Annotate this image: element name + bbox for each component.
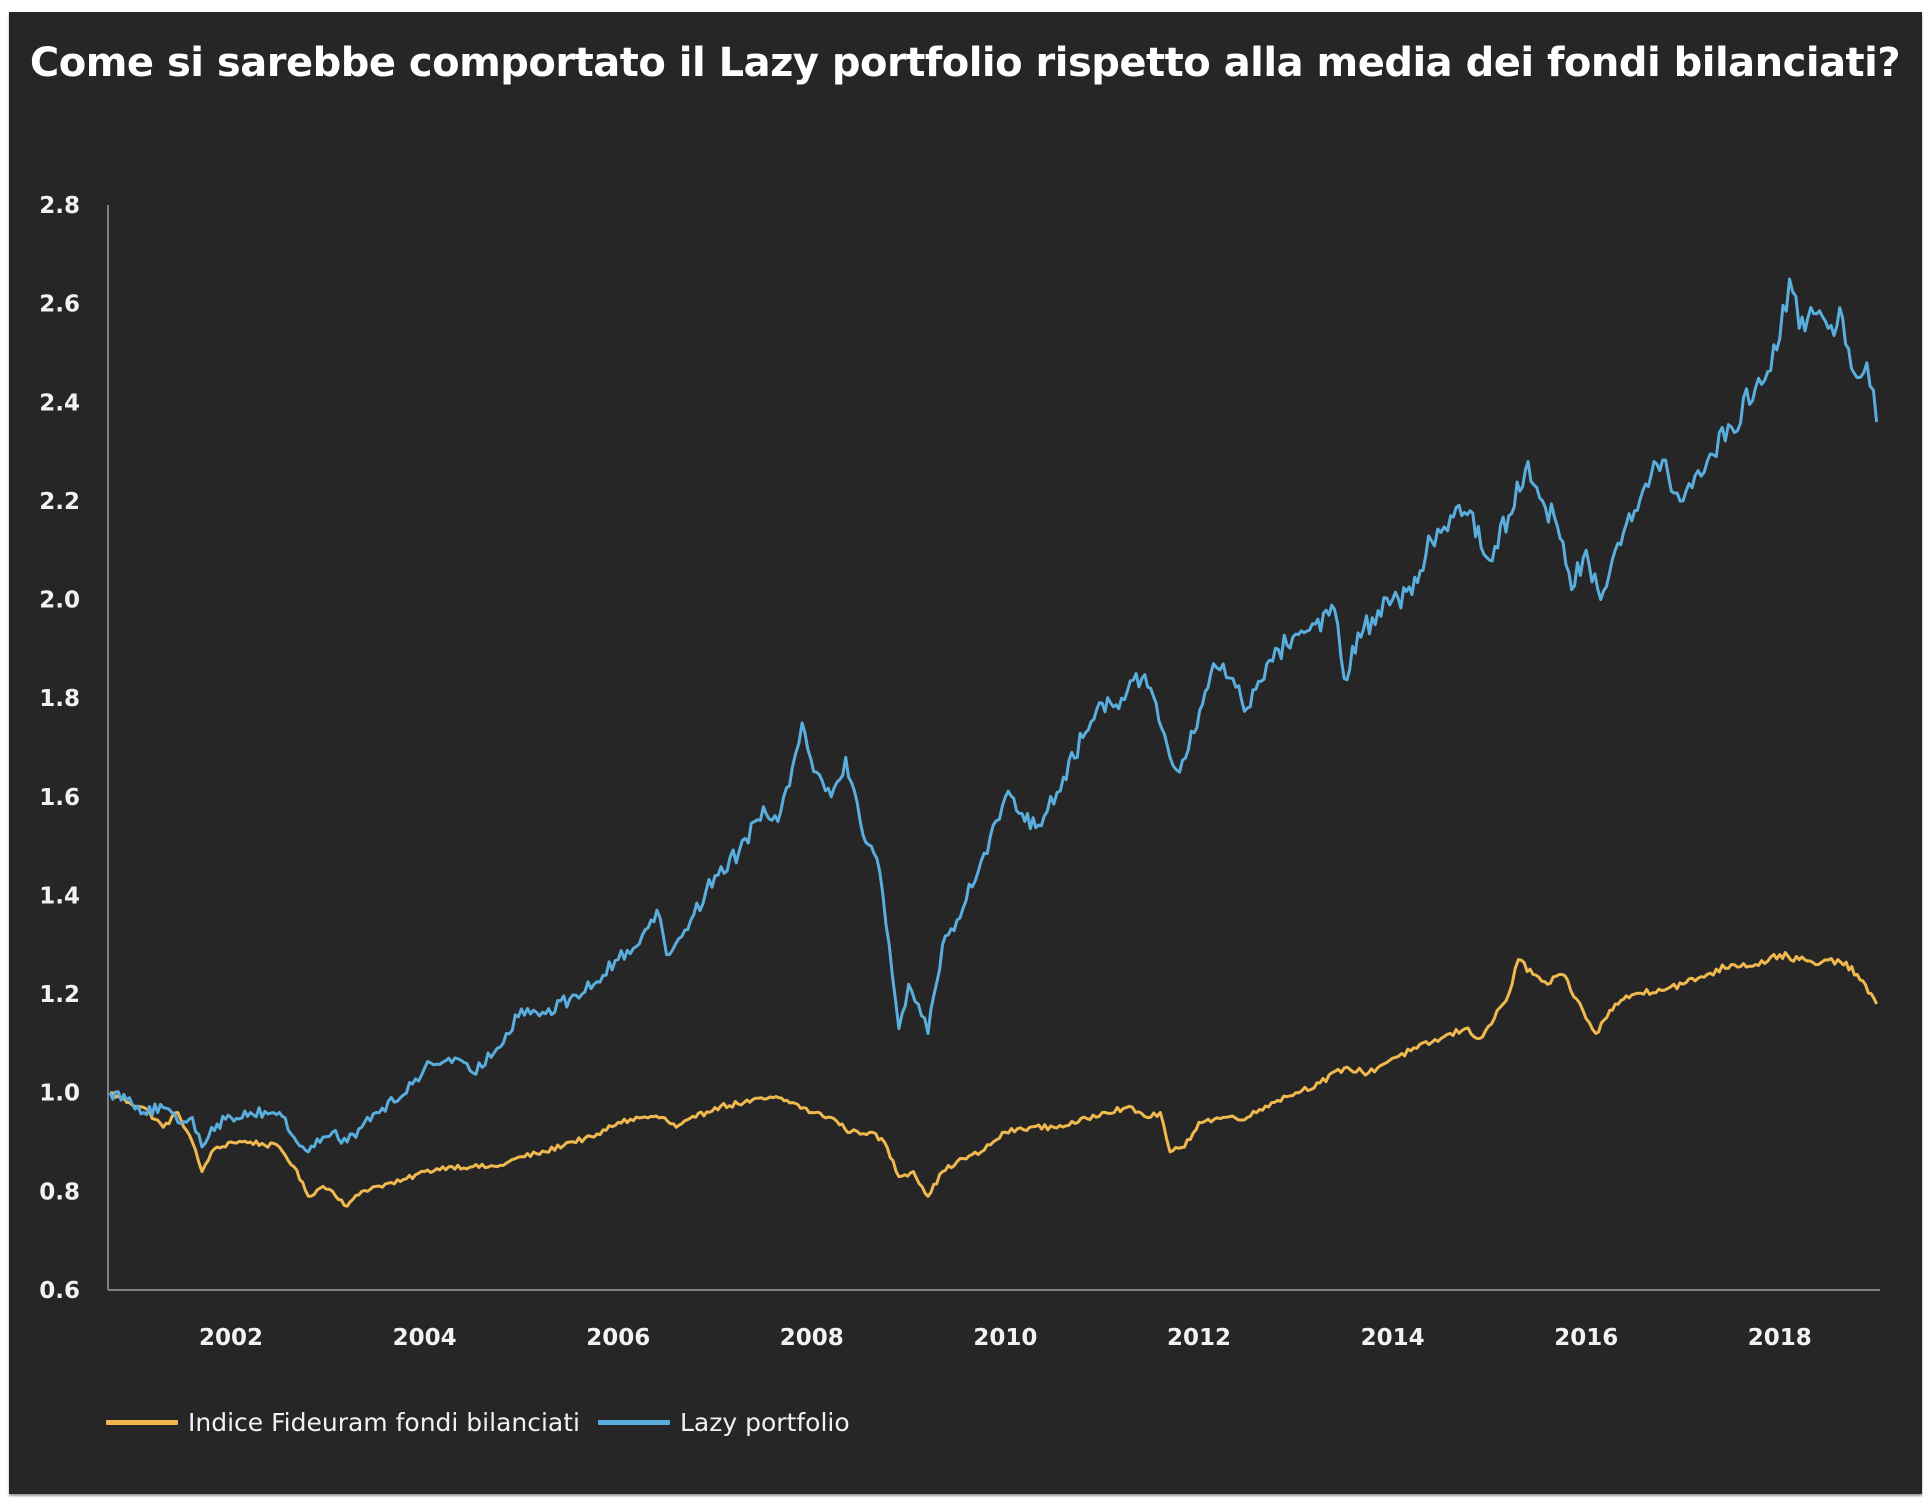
legend-swatch-lazy-portfolio: [598, 1420, 670, 1425]
chart-panel: [9, 12, 1922, 1494]
y-tick-label: 0.8: [39, 1179, 80, 1205]
series-lines: [108, 277, 1879, 1208]
y-tick-labels: 0.6 0.8 1.0 1.2 1.4 1.6 1.8 2.0 2.2 2.4 2.6 2.8: [39, 193, 80, 1304]
chart-title: Come si sarebbe comportato il Lazy portf…: [29, 40, 1901, 86]
x-tick-label: 2006: [586, 1325, 650, 1351]
x-tick-label: 2002: [199, 1325, 263, 1351]
x-tick-label: 2018: [1748, 1325, 1812, 1351]
legend-label-fideuram: Indice Fideuram fondi bilanciati: [188, 1408, 580, 1437]
legend-label-lazy-portfolio: Lazy portfolio: [680, 1408, 850, 1437]
x-tick-label: 2004: [393, 1325, 457, 1351]
x-tick-label: 2008: [780, 1325, 844, 1351]
y-tick-label: 1.0: [39, 1081, 80, 1107]
legend-item-fideuram[interactable]: Indice Fideuram fondi bilanciati: [106, 1408, 580, 1437]
axes: [107, 205, 1880, 1291]
series-line-lazy-portfolio: [108, 277, 1879, 1154]
x-tick-label: 2014: [1361, 1325, 1425, 1351]
y-tick-label: 0.6: [39, 1278, 80, 1304]
y-tick-label: 1.6: [39, 785, 80, 811]
x-tick-label: 2012: [1167, 1325, 1231, 1351]
series-line-fideuram: [109, 951, 1878, 1208]
y-tick-label: 2.6: [39, 292, 80, 318]
x-tick-labels: 2002 2004 2006 2008 2010 2012 2014 2016 2018: [199, 1325, 1812, 1351]
legend-swatch-fideuram: [106, 1420, 178, 1425]
y-tick-label: 1.8: [39, 686, 80, 712]
x-tick-label: 2016: [1554, 1325, 1618, 1351]
y-tick-label: 2.8: [39, 193, 80, 219]
y-tick-label: 2.2: [39, 489, 80, 515]
y-tick-label: 1.4: [39, 883, 80, 909]
y-tick-label: 2.0: [39, 588, 80, 614]
y-tick-label: 2.4: [39, 390, 80, 416]
x-tick-label: 2010: [973, 1325, 1037, 1351]
legend-item-lazy-portfolio[interactable]: Lazy portfolio: [598, 1408, 850, 1437]
y-tick-label: 1.2: [39, 982, 80, 1008]
legend: Indice Fideuram fondi bilanciati Lazy po…: [106, 1408, 868, 1437]
